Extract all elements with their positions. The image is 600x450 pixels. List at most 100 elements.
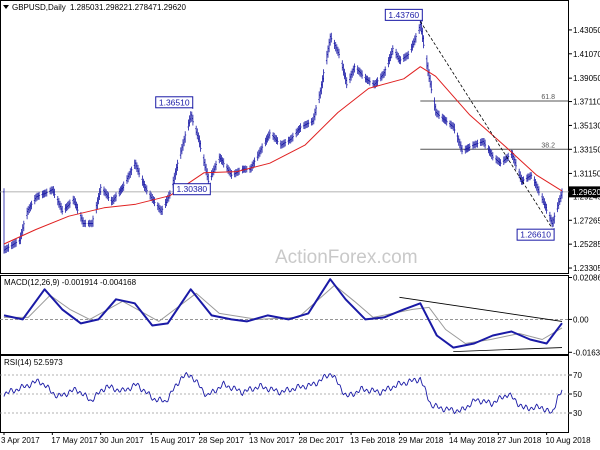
price-bar — [202, 154, 205, 166]
price-bar — [330, 32, 333, 43]
macd-line — [3, 278, 563, 349]
price-bar — [22, 220, 25, 232]
price-bar — [253, 157, 256, 167]
price-bar — [268, 129, 271, 139]
date-axis-label-5: 13 Nov 2017 — [249, 436, 295, 445]
price-trendline — [419, 21, 553, 229]
pivot-label-box-2 — [172, 183, 211, 196]
date-axis-label-6: 28 Dec 2017 — [298, 436, 344, 445]
date-axis-label-2: 30 Jun 2017 — [100, 436, 145, 445]
price-bar — [7, 243, 10, 252]
price-bar — [315, 105, 317, 116]
price-bar — [476, 139, 479, 148]
price-bar — [38, 191, 41, 200]
date-axis-label-8: 29 Mar 2018 — [398, 436, 443, 445]
price-bar — [187, 119, 190, 131]
macd-layer — [0, 278, 569, 352]
price-bar — [142, 178, 145, 188]
price-bar — [530, 172, 533, 179]
price-bar — [107, 192, 110, 201]
price-axis-label-0: 1.43050 — [573, 26, 600, 35]
pivot-label-0: 1.43760 — [388, 10, 419, 20]
price-bar — [407, 50, 410, 60]
price-bar — [145, 185, 148, 195]
macd-signal-line — [4, 284, 563, 344]
price-bar — [220, 155, 223, 165]
date-axis-label-3: 15 Aug 2017 — [150, 436, 195, 445]
price-bar — [422, 35, 425, 49]
price-axis-label-10: 1.23305 — [573, 264, 600, 273]
price-bar — [222, 158, 225, 168]
date-axis-label-7: 13 Feb 2018 — [350, 436, 395, 445]
price-axis-label-4: 1.35130 — [573, 121, 600, 130]
price-axis-label-9: 1.25285 — [573, 240, 600, 249]
price-bar — [345, 77, 348, 89]
macd-axis-label-0: 0.020861 — [573, 273, 600, 282]
price-axis-label-2: 1.39050 — [573, 74, 600, 83]
price-bar — [133, 159, 136, 169]
price-bar — [195, 125, 198, 136]
price-bar — [72, 195, 75, 205]
price-bar — [368, 77, 371, 86]
rsi-layer — [0, 372, 569, 415]
price-bar — [553, 212, 556, 224]
price-bar — [561, 188, 563, 199]
price-bar — [376, 77, 379, 86]
rsi-axis-label-2: 30 — [573, 409, 582, 418]
price-bar — [141, 175, 144, 186]
price-bar — [138, 167, 141, 178]
date-axis-label-9: 14 May 2018 — [449, 436, 496, 445]
price-bar — [453, 123, 456, 134]
price-bar — [175, 163, 178, 176]
price-bar — [438, 110, 440, 119]
rsi-axis-label-1: 50 — [573, 390, 582, 399]
ohlc-open: 1.28503 — [70, 3, 99, 12]
price-bar — [115, 192, 117, 202]
price-bar — [514, 159, 517, 170]
macd-panel-frame — [0, 275, 569, 355]
price-bar — [430, 80, 433, 94]
price-bar — [299, 123, 302, 132]
price-bar — [15, 238, 18, 247]
current-price-tag — [569, 186, 600, 198]
price-bar — [159, 205, 161, 214]
price-axis-label-8: 1.27265 — [573, 216, 600, 225]
pivot-label-2: 1.30380 — [176, 184, 207, 194]
price-panel-frame — [0, 0, 569, 274]
date-axis-label-11: 10 Aug 2018 — [546, 436, 591, 445]
price-bar — [99, 184, 102, 195]
price-bar — [30, 200, 33, 210]
price-bar — [153, 197, 156, 207]
fib-level-label-0: 61.8 — [541, 94, 555, 101]
price-bar — [391, 45, 394, 55]
axis-layer: 1.43050 1.41070 1.39050 1.37110 1.35130 1.331… — [1, 26, 600, 445]
price-bar — [76, 203, 79, 214]
pivot-label-1: 1.36510 — [159, 97, 190, 107]
price-bar — [92, 215, 94, 227]
price-bar — [545, 203, 548, 214]
price-bar — [68, 199, 71, 208]
price-bar — [207, 173, 210, 185]
price-bar — [276, 137, 279, 145]
price-bar — [61, 206, 64, 215]
date-axis-label-10: 27 Jun 2018 — [497, 436, 542, 445]
pivot-label-box-3 — [516, 228, 555, 241]
ohlc-close: 1.29620 — [157, 3, 186, 12]
price-bars — [3, 20, 563, 254]
price-bar — [199, 140, 202, 152]
macd-trendline-1 — [453, 347, 563, 352]
price-bar — [468, 143, 471, 151]
collapse-triangle-icon[interactable] — [3, 5, 9, 9]
moving-average-line — [3, 66, 563, 245]
rsi-header: RSI(14) 52.5973 — [4, 358, 63, 367]
price-bar — [137, 164, 139, 175]
current-price-tag-text: 1.29620 — [572, 188, 600, 197]
price-axis-label-5: 1.33150 — [573, 145, 600, 154]
macd-header: MACD(12,26,9) -0.001914 -0.004168 — [4, 278, 137, 287]
price-bar — [122, 181, 125, 191]
price-bar — [130, 166, 133, 176]
price-bar — [484, 139, 487, 149]
overlay-layer: 1.43760 1.36510 1.30380 1.26610 — [155, 8, 555, 241]
price-bar — [307, 119, 310, 128]
